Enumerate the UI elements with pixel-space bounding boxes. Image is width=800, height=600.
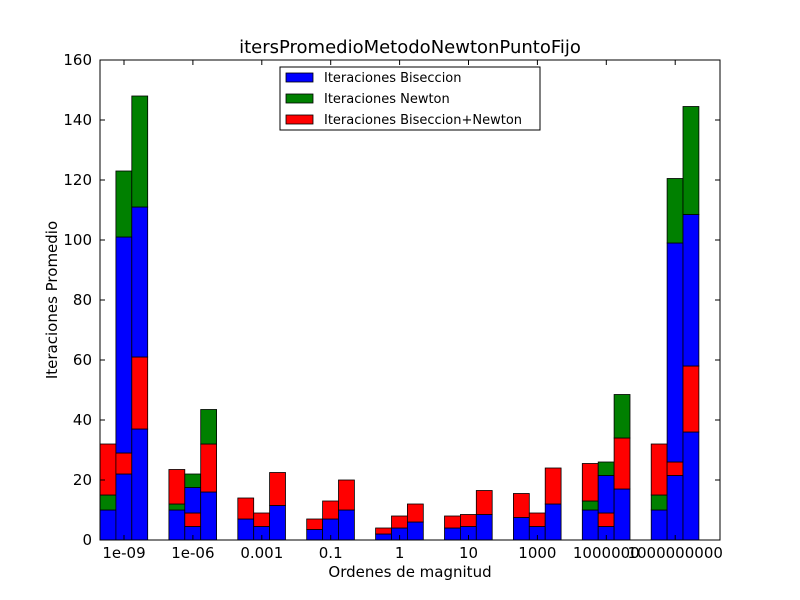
y-tick-label: 100 <box>63 231 92 249</box>
bar-segment-g5-b2-0 <box>475 514 493 541</box>
bar-segment-g8-b0-2 <box>650 443 668 496</box>
legend-swatch-biseccion-newton <box>285 114 314 125</box>
y-tick-label: 80 <box>73 291 92 309</box>
bar-segment-g3-b2-0 <box>338 509 355 541</box>
bar-segment-g1-b2-0 <box>200 491 217 541</box>
x-tick-label: 0.1 <box>319 544 343 562</box>
legend-label-biseccion-newton: Iteraciones Biseccion+Newton <box>324 113 522 128</box>
bar-segment-g6-b0-1 <box>513 493 530 518</box>
bar-segment-g1-b0-2 <box>168 469 186 505</box>
x-tick-label: 1 <box>395 544 405 562</box>
bar-segment-g8-b2-2 <box>682 214 700 367</box>
bar-segment-g8-b1-0 <box>666 475 684 541</box>
y-axis-label: Iteraciones Promedio <box>43 221 61 379</box>
bar-segment-g4-b1-1 <box>391 515 408 529</box>
y-tick-label: 20 <box>73 471 92 489</box>
bar-segment-g6-b1-1 <box>528 512 546 527</box>
bar-segment-g4-b2-0 <box>406 521 424 541</box>
x-tick-label: 0.001 <box>240 544 283 562</box>
bar-segment-g6-b0-0 <box>513 517 530 541</box>
bar-segment-g0-b2-3 <box>131 95 149 208</box>
legend-swatch-newton <box>285 93 314 104</box>
bar-segment-g0-b1-2 <box>115 236 133 454</box>
bar-segment-g8-b2-1 <box>682 365 700 433</box>
bar-segment-g7-b2-0 <box>613 488 631 541</box>
bar-segment-g7-b1-3 <box>597 461 615 476</box>
bar-segment-g5-b0-1 <box>444 515 461 529</box>
bar-segment-g6-b2-0 <box>544 503 562 541</box>
bar-segment-g7-b1-2 <box>597 475 615 514</box>
y-tick-label: 40 <box>73 411 92 429</box>
x-axis-label: Ordenes de magnitud <box>328 563 491 581</box>
bar-segment-g3-b0-0 <box>306 529 324 541</box>
y-tick-label: 0 <box>82 531 92 549</box>
bar-segment-g0-b0-0 <box>99 509 117 541</box>
bar-segment-g8-b1-1 <box>666 461 684 476</box>
bar-segment-g8-b0-1 <box>650 494 668 511</box>
bar-segment-g2-b0-1 <box>237 497 255 520</box>
bar-segment-g7-b1-1 <box>597 512 615 527</box>
bar-segment-g8-b1-3 <box>666 178 684 244</box>
legend-label-newton: Iteraciones Newton <box>324 92 450 107</box>
y-tick-label: 120 <box>63 171 92 189</box>
bar-segment-g8-b1-2 <box>666 242 684 463</box>
bars-layer <box>99 95 700 541</box>
bar-segment-g7-b0-1 <box>581 500 599 511</box>
bar-segment-g5-b1-1 <box>459 514 477 527</box>
x-tick-label: 1000000000 <box>627 544 722 562</box>
bar-segment-g4-b0-0 <box>375 533 392 541</box>
legend-label-biseccion: Iteraciones Biseccion <box>324 71 462 86</box>
bar-segment-g7-b2-1 <box>613 437 631 490</box>
bar-segment-g1-b1-3 <box>184 473 202 488</box>
y-tick-label: 160 <box>63 51 92 69</box>
bar-segment-g1-b0-0 <box>168 509 186 541</box>
bar-segment-g0-b2-0 <box>131 428 149 541</box>
bar-segment-g3-b0-1 <box>306 518 324 530</box>
x-tick-label: 10 <box>459 544 478 562</box>
bar-segment-g2-b0-0 <box>237 518 255 541</box>
bar-segment-g5-b2-1 <box>475 490 493 515</box>
y-tick-label: 60 <box>73 351 92 369</box>
bar-segment-g2-b2-0 <box>269 505 286 541</box>
bar-segment-g8-b2-0 <box>682 431 700 541</box>
bar-segment-g1-b2-2 <box>200 409 217 445</box>
chart-title: itersPromedioMetodoNewtonPuntoFijo <box>239 37 581 58</box>
legend: Iteraciones Biseccion Iteraciones Newton… <box>279 66 541 131</box>
bar-segment-g1-b2-1 <box>200 443 217 493</box>
bar-segment-g1-b1-2 <box>184 487 202 514</box>
bar-segment-g7-b0-0 <box>581 509 599 541</box>
x-tick-label: 1000000 <box>573 544 640 562</box>
y-tick-label: 140 <box>63 111 92 129</box>
bar-segment-g8-b2-3 <box>682 106 700 215</box>
bar-segment-g0-b1-0 <box>115 473 133 541</box>
bar-segment-g0-b1-3 <box>115 170 133 238</box>
bar-segment-g8-b0-0 <box>650 509 668 541</box>
bar-segment-g4-b0-1 <box>375 527 392 535</box>
bar-segment-g0-b2-1 <box>131 356 149 430</box>
x-tick-label: 1000 <box>518 544 556 562</box>
bar-segment-g3-b1-1 <box>322 500 339 520</box>
bar-segment-g0-b2-2 <box>131 206 149 358</box>
legend-swatch-biseccion <box>285 72 314 83</box>
bar-segment-g4-b2-1 <box>406 503 424 523</box>
x-axis-ticks: 1e-09 1e-06 0.001 0.1 1 10 1000 100000010000000… <box>102 60 723 562</box>
bar-segment-g0-b0-1 <box>99 494 117 511</box>
bar-segment-g2-b2-1 <box>269 472 286 506</box>
x-tick-label: 1e-06 <box>171 544 214 562</box>
bar-segment-g1-b1-1 <box>184 512 202 527</box>
bar-segment-g1-b0-1 <box>168 503 186 511</box>
bar-segment-g3-b2-1 <box>338 479 355 511</box>
bar-segment-g0-b0-2 <box>99 443 117 496</box>
x-tick-label: 1e-09 <box>102 544 145 562</box>
bar-segment-g0-b1-1 <box>115 452 133 475</box>
bar-segment-g7-b0-2 <box>581 463 599 502</box>
bar-segment-g2-b1-1 <box>253 512 270 527</box>
bar-segment-g5-b0-0 <box>444 527 461 541</box>
y-axis-ticks: 0 20 40 60 80 100 120 140 160 <box>63 51 720 549</box>
legend-box <box>279 66 541 131</box>
bar-segment-g6-b2-1 <box>544 467 562 505</box>
bar-segment-g7-b2-2 <box>613 394 631 439</box>
